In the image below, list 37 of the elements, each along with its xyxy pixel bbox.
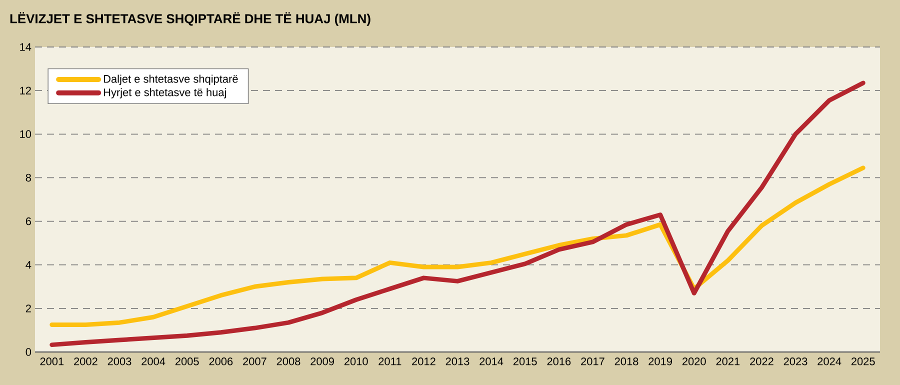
x-tick-label: 2025 [851, 358, 875, 366]
x-tick-label: 2023 [784, 358, 808, 366]
y-tick-label: 6 [26, 217, 31, 226]
y-tick-label: 4 [26, 261, 32, 269]
x-tick-label: 2002 [74, 358, 98, 366]
x-tick-label: 2001 [40, 358, 64, 366]
y-tick-label: 8 [26, 174, 31, 182]
x-tick-label: 2016 [547, 358, 571, 366]
x-tick-label: 2024 [818, 358, 842, 366]
legend-label: Hyrjet e shtetasve të huaj [104, 88, 226, 98]
x-tick-label: 2006 [209, 358, 233, 366]
x-tick-label: 2015 [513, 358, 537, 366]
x-tick-label: 2017 [581, 358, 604, 366]
y-tick-label: 12 [20, 86, 31, 94]
y-tick-label: 0 [26, 348, 32, 356]
legend-label: Daljet e shtetasve shqiptarë [104, 74, 238, 85]
x-tick-label: 2018 [614, 358, 638, 366]
x-tick-label: 2005 [175, 358, 199, 366]
y-tick-label: 2 [26, 304, 31, 312]
x-tick-label: 2020 [682, 358, 706, 366]
x-tick-label: 2019 [648, 358, 672, 366]
y-tick-label: 10 [20, 130, 32, 138]
chart-title: LËVIZJET E SHTETASVE SHQIPTARË DHE TË HUAJ (MLN) [10, 12, 370, 26]
y-tick-label: 14 [20, 43, 32, 51]
line-series [50, 166, 866, 328]
x-tick-label: 2003 [108, 358, 132, 366]
x-tick-label: 2004 [142, 358, 166, 366]
x-tick-label: 2022 [750, 358, 774, 366]
x-tick-label: 2010 [344, 358, 368, 366]
x-tick-label: 2008 [276, 358, 300, 366]
x-tick-label: 2007 [243, 358, 266, 366]
x-tick-label: 2021 [716, 358, 740, 366]
x-tick-label: 2009 [310, 358, 334, 366]
x-tick-label: 2014 [480, 358, 504, 366]
x-tick-label: 2012 [412, 358, 436, 366]
x-tick-label: 2013 [446, 358, 470, 366]
x-tick-label: 2011 [378, 358, 402, 366]
